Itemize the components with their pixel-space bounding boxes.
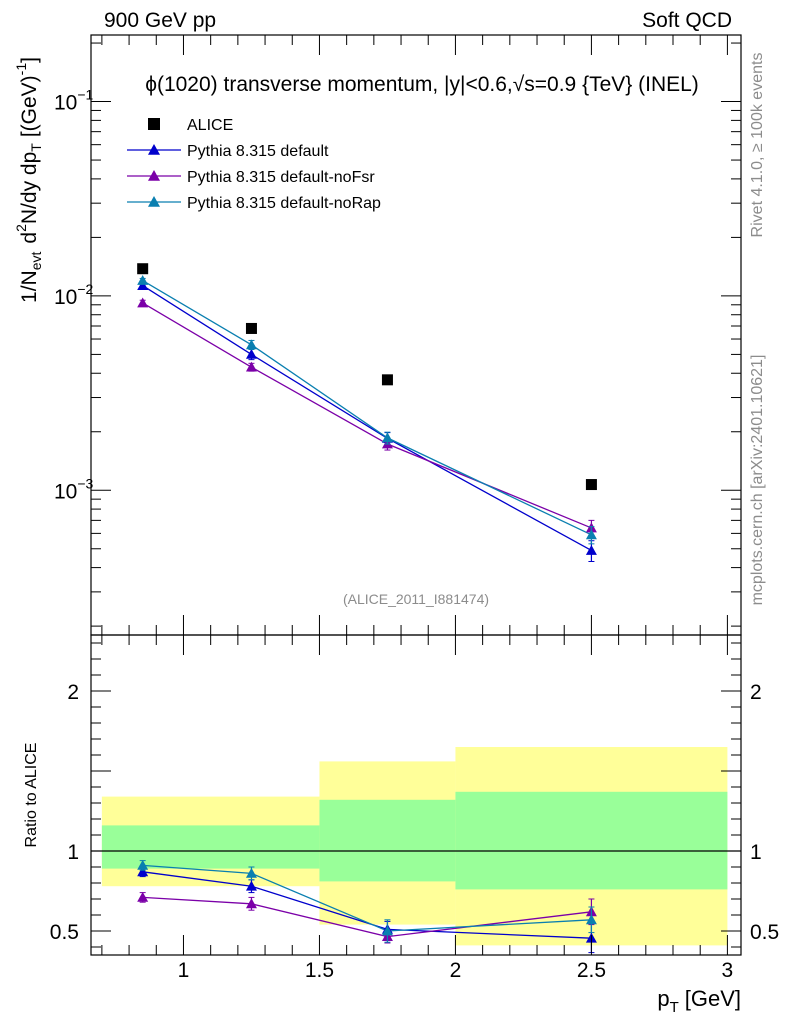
- x-tick-label: 1.5: [305, 959, 334, 982]
- main-y-tick-labels: 10−1 10−2 10−3: [54, 87, 94, 504]
- data-point: [585, 914, 597, 925]
- data-point: [381, 374, 393, 386]
- data-point: [381, 432, 393, 443]
- data-point: [381, 925, 393, 936]
- series-line: [142, 285, 592, 552]
- data-point: [137, 866, 149, 877]
- main-data-points: [137, 263, 597, 562]
- data-point: [137, 263, 149, 275]
- ratio-series-lines: [142, 864, 592, 939]
- ratio-panel: 0.5 0.5 1 1 2 2 1 1.5 2 2.5 3 Ratio to ALICE pT [Ge…: [23, 634, 779, 1016]
- ratio-y-tick-label-right: 2: [750, 681, 762, 704]
- x-tick-label: 3: [722, 959, 734, 982]
- ratio-uncertainty-bands: [101, 747, 728, 946]
- ratio-y-tick-label-left: 1: [67, 841, 79, 864]
- legend-label: Pythia 8.315 default: [187, 143, 329, 160]
- ratio-series-line: [142, 871, 592, 939]
- x-tick-label: 1: [178, 959, 190, 982]
- ratio-axis-ticks: [91, 635, 741, 955]
- data-point: [137, 859, 149, 870]
- x-axis-label: pT [GeV]: [657, 986, 741, 1016]
- x-tick-label: 2.5: [577, 959, 606, 982]
- chart-title: ϕ(1020) transverse momentum, |y|<0.6,√s=…: [145, 73, 699, 96]
- data-point: [137, 891, 149, 902]
- data-point: [245, 361, 257, 372]
- analysis-watermark: (ALICE_2011_I881474): [343, 591, 489, 607]
- legend-marker: [148, 118, 160, 130]
- data-point: [245, 339, 257, 350]
- y-tick-label: 10−1: [54, 87, 94, 115]
- data-point: [585, 529, 597, 540]
- data-point: [245, 867, 257, 878]
- legend-label: Pythia 8.315 default-noFsr: [187, 169, 375, 186]
- ratio-frame: [90, 634, 742, 956]
- band-green: [455, 791, 728, 890]
- data-point: [245, 348, 257, 359]
- main-series-lines: [142, 279, 592, 552]
- header-right: Soft QCD: [642, 9, 732, 32]
- band-green: [101, 825, 320, 869]
- x-tick-label: 2: [450, 959, 462, 982]
- data-point: [137, 297, 149, 308]
- data-point: [137, 275, 149, 285]
- data-point: [585, 544, 597, 555]
- data-point: [148, 144, 160, 155]
- ratio-series-line: [142, 864, 592, 932]
- data-point: [148, 170, 160, 181]
- data-point: [245, 880, 257, 891]
- data-point: [585, 479, 597, 491]
- ratio-y-axis-label: Ratio to ALICE: [23, 743, 40, 848]
- data-point: [245, 322, 257, 334]
- data-point: [148, 196, 160, 207]
- ratio-tick-labels: 0.5 0.5 1 1 2 2 1 1.5 2 2.5 3: [50, 681, 779, 982]
- ratio-series-line: [142, 896, 592, 938]
- series-line: [142, 279, 592, 536]
- mcplots-label: mcplots.cern.ch [arXiv:2401.10621]: [749, 355, 766, 606]
- data-point: [137, 280, 149, 290]
- main-y-axis-label: 1/Nevtd2N/dy dpT[(GeV)-1]: [13, 57, 44, 303]
- y-tick-label: 10−2: [54, 281, 94, 309]
- main-axis-ticks: [91, 35, 741, 635]
- band-green: [319, 799, 456, 882]
- ratio-y-tick-label-right: 1: [750, 841, 762, 864]
- series-line: [142, 302, 592, 529]
- ratio-y-tick-label-left: 0.5: [50, 921, 79, 944]
- ratio-y-tick-label-right: 0.5: [750, 921, 779, 944]
- legend: ALICE Pythia 8.315 default Pythia 8.315 de…: [127, 117, 381, 212]
- legend-label: ALICE: [187, 117, 233, 134]
- legend-label: Pythia 8.315 default-noRap: [187, 195, 381, 212]
- data-point: [245, 898, 257, 909]
- main-panel: 10−1 10−2 10−3 ϕ(1020) transverse momentum…: [13, 34, 742, 636]
- header-left: 900 GeV pp: [104, 9, 216, 32]
- y-tick-label: 10−3: [54, 475, 94, 503]
- ratio-y-tick-label-left: 2: [67, 681, 79, 704]
- rivet-version-label: Rivet 4.1.0, ≥ 100k events: [749, 53, 766, 238]
